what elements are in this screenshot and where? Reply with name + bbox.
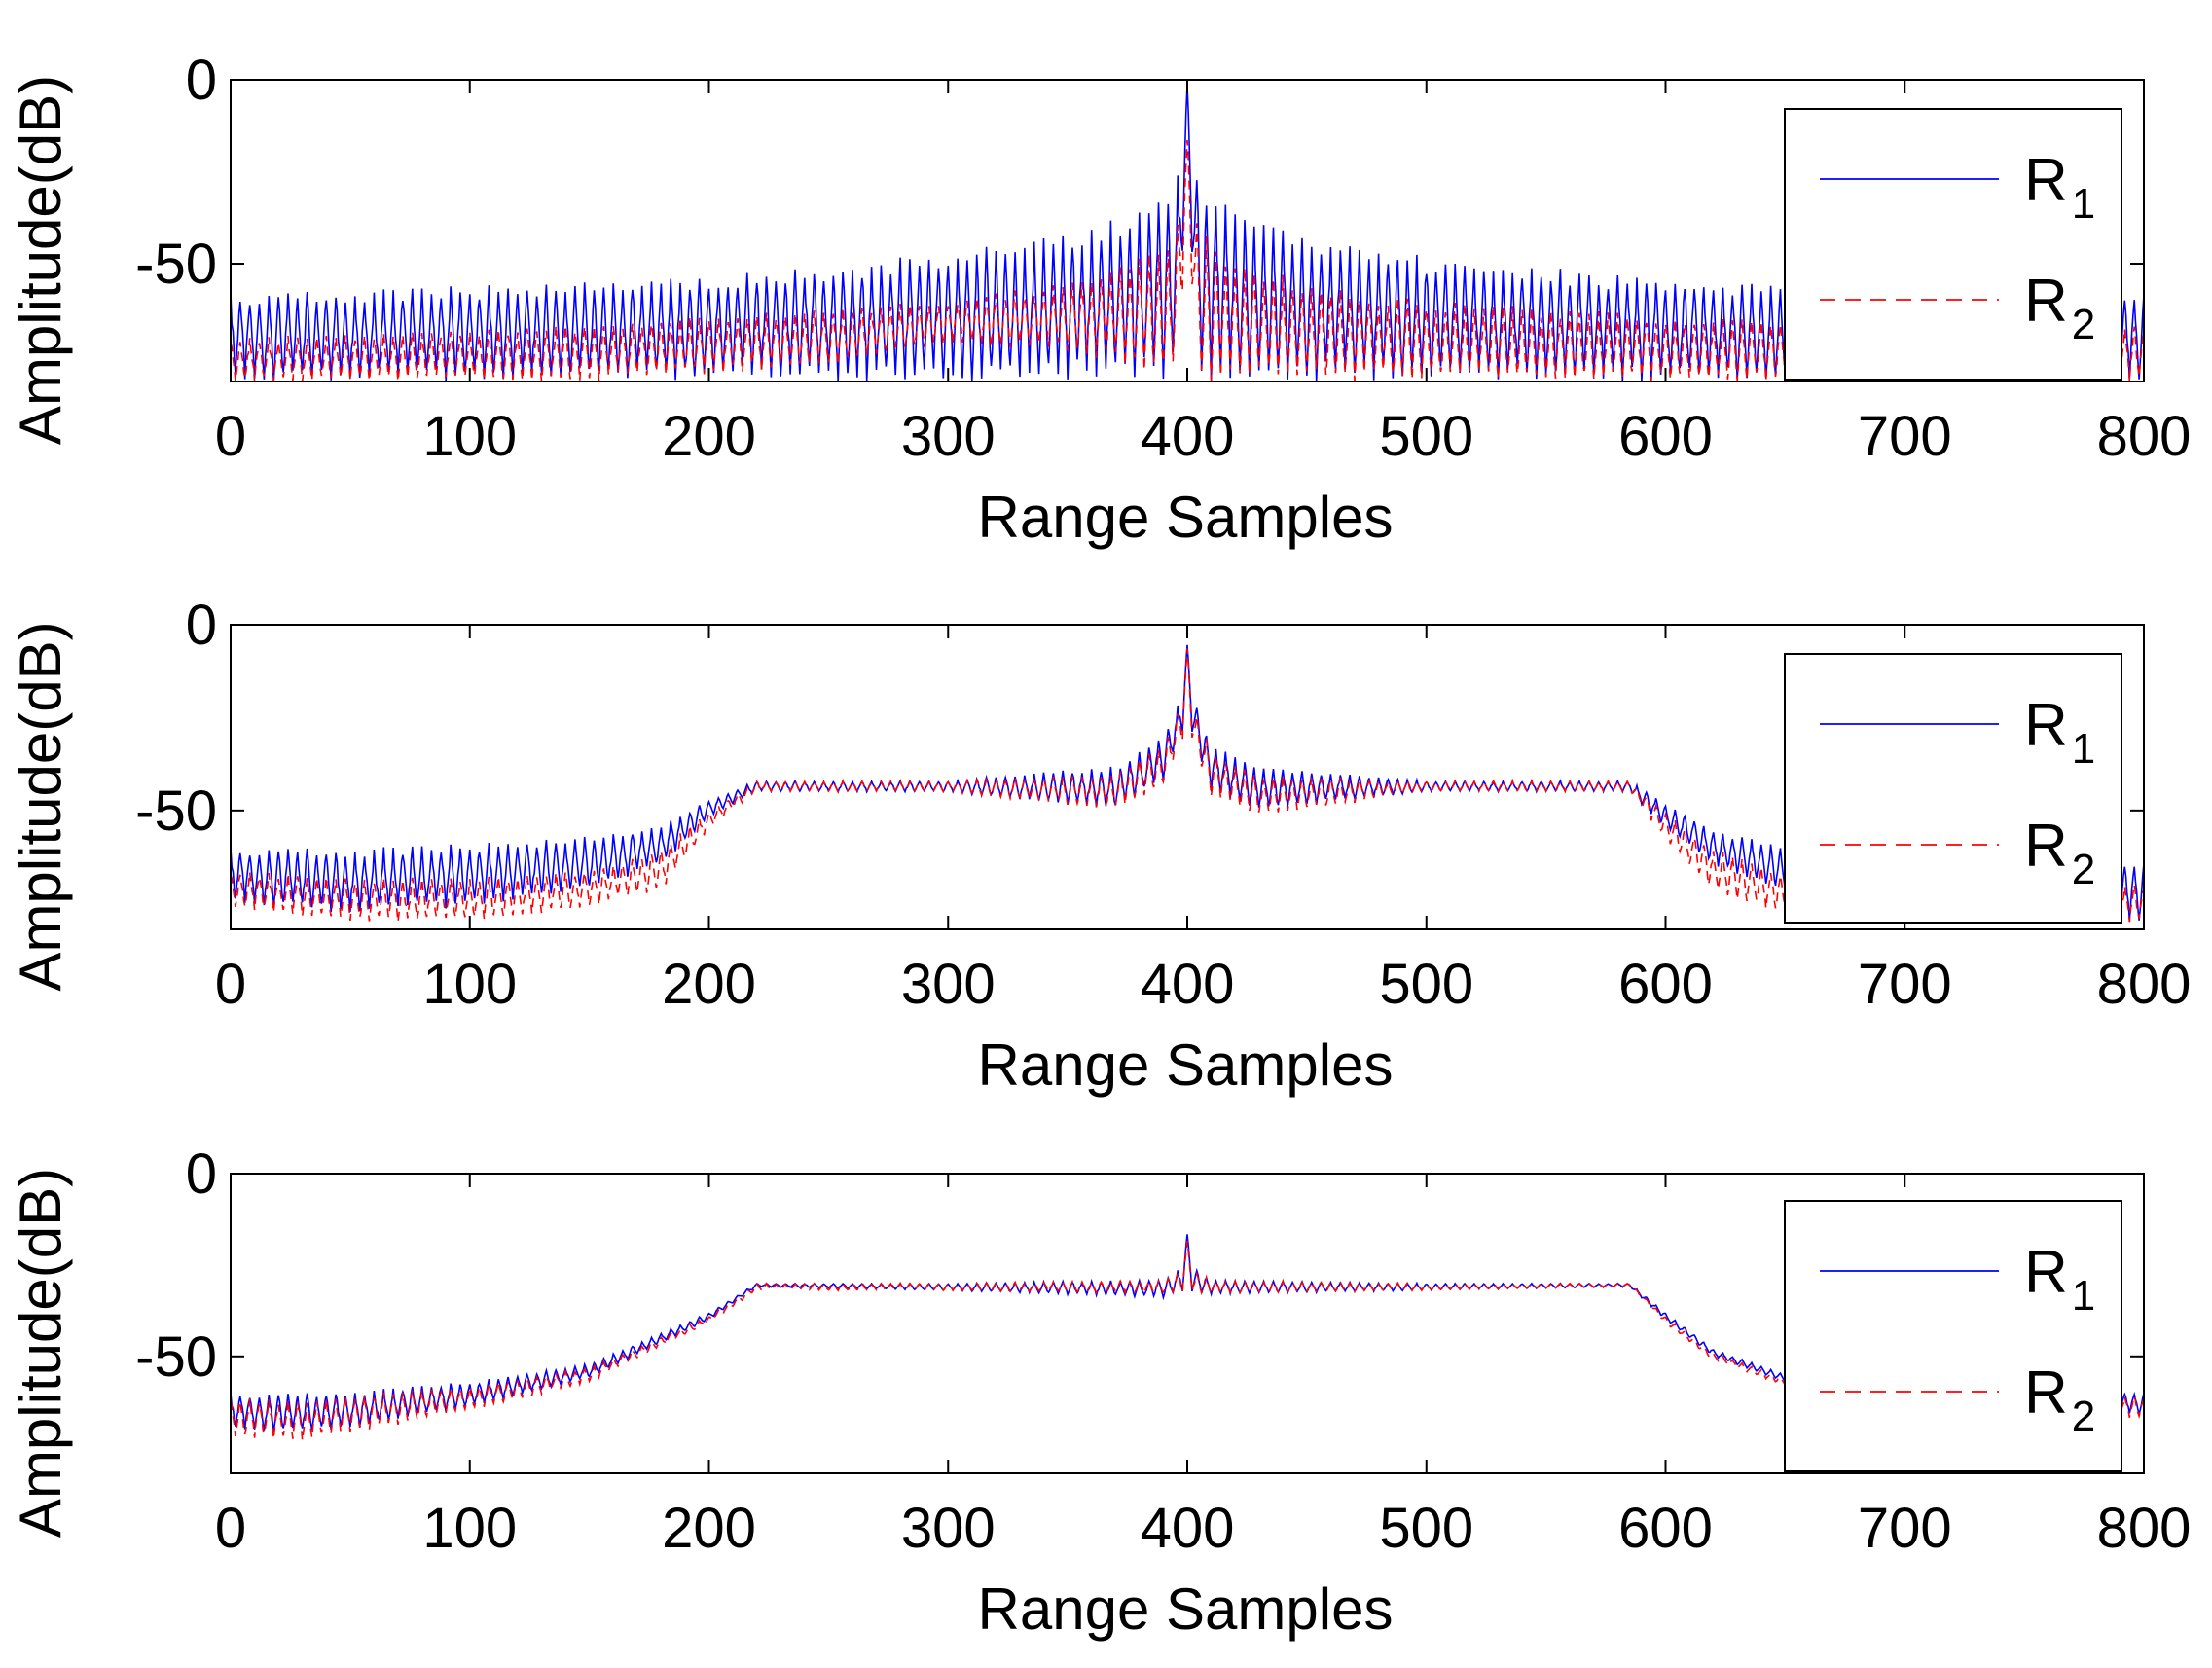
x-tick-label: 600 — [1618, 953, 1713, 1016]
x-tick-label: 500 — [1379, 405, 1473, 468]
legend-label: R2 — [2024, 1360, 2095, 1440]
x-tick-label: 700 — [1858, 1497, 1952, 1560]
x-tick-label: 400 — [1141, 1497, 1235, 1560]
y-tick-label: 0 — [186, 49, 217, 112]
x-tick-label: 0 — [215, 953, 246, 1016]
x-tick-label: 500 — [1379, 1497, 1473, 1560]
y-tick-label: -50 — [135, 780, 217, 843]
legend-label-main: R — [2024, 268, 2068, 335]
y-axis-title: Amplitude(dB) — [8, 1168, 73, 1538]
legend-label-main: R — [2024, 692, 2068, 759]
legend-label-subscript: 1 — [2072, 1272, 2095, 1320]
x-tick-label: 100 — [422, 953, 517, 1016]
legend-box — [1784, 1200, 2122, 1472]
legend-label: R1 — [2024, 1239, 2095, 1320]
legend-label-subscript: 1 — [2072, 725, 2095, 773]
series-line-R2 — [231, 648, 2144, 923]
x-tick-label: 100 — [422, 405, 517, 468]
legend-label: R2 — [2024, 268, 2095, 348]
x-tick-label: 300 — [901, 1497, 996, 1560]
x-tick-label: 0 — [215, 405, 246, 468]
y-axis-title: Amplitude(dB) — [8, 621, 73, 991]
x-tick-label: 200 — [662, 405, 756, 468]
legend-label: R1 — [2024, 692, 2095, 773]
x-axis-title: Range Samples — [978, 485, 1394, 550]
legend-box — [1784, 653, 2122, 924]
x-tick-label: 400 — [1141, 405, 1235, 468]
x-tick-label: 800 — [2097, 405, 2192, 468]
x-tick-label: 800 — [2097, 953, 2192, 1016]
x-tick-label: 400 — [1141, 953, 1235, 1016]
legend-label-main: R — [2024, 813, 2068, 880]
x-tick-label: 0 — [215, 1497, 246, 1560]
y-tick-label: 0 — [186, 594, 217, 657]
y-axis-title: Amplitude(dB) — [8, 75, 73, 445]
x-tick-label: 300 — [901, 405, 996, 468]
y-tick-label: 0 — [186, 1142, 217, 1206]
x-tick-label: 700 — [1858, 405, 1952, 468]
x-tick-label: 800 — [2097, 1497, 2192, 1560]
legend-box — [1784, 108, 2122, 381]
x-tick-label: 200 — [662, 1497, 756, 1560]
legend-label: R2 — [2024, 813, 2095, 893]
legend-label-main: R — [2024, 1360, 2068, 1427]
x-tick-label: 500 — [1379, 953, 1473, 1016]
legend-label-subscript: 1 — [2072, 180, 2095, 228]
y-tick-label: -50 — [135, 1325, 217, 1389]
x-tick-label: 600 — [1618, 1497, 1713, 1560]
x-tick-label: 200 — [662, 953, 756, 1016]
x-tick-label: 300 — [901, 953, 996, 1016]
x-tick-label: 600 — [1618, 405, 1713, 468]
legend-label-main: R — [2024, 1239, 2068, 1306]
legend-label-subscript: 2 — [2072, 1393, 2095, 1440]
y-tick-label: -50 — [135, 233, 217, 296]
legend-label-main: R — [2024, 147, 2068, 214]
subplot-1: 0 100 200 300 400 500 600 700 800 0 -50 Range Sampl… — [8, 49, 2191, 550]
x-tick-label: 700 — [1858, 953, 1952, 1016]
legend-label-subscript: 2 — [2072, 301, 2095, 348]
x-axis-title: Range Samples — [978, 1577, 1394, 1642]
legend-label-subscript: 2 — [2072, 846, 2095, 893]
x-tick-label: 100 — [422, 1497, 517, 1560]
x-axis-title: Range Samples — [978, 1033, 1394, 1098]
legend-label: R1 — [2024, 147, 2095, 228]
subplot-3: 0 100 200 300 400 500 600 700 800 0 -50 Range Sampl… — [8, 1142, 2191, 1642]
subplot-2: 0 100 200 300 400 500 600 700 800 0 -50 Range Sampl… — [8, 594, 2191, 1098]
